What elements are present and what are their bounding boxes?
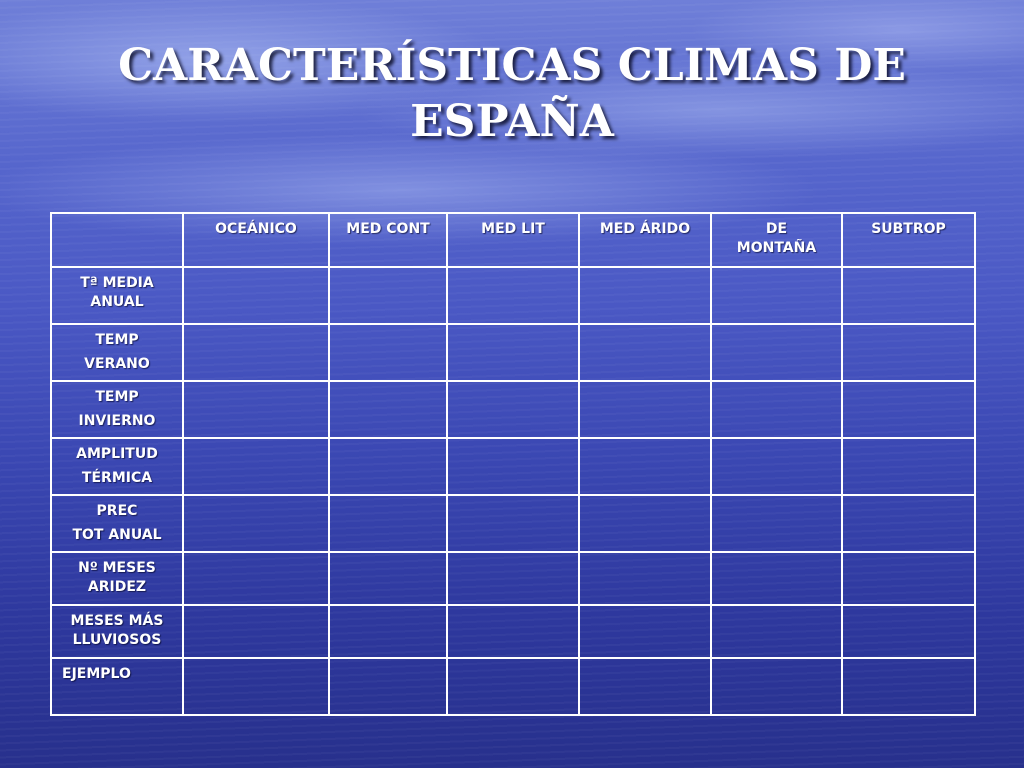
table-cell — [446, 266, 580, 325]
row-header-text: ARIDEZ — [87, 579, 147, 595]
corner-cell — [50, 212, 184, 268]
table-row-ta-media-anual: Tª MEDIA ANUAL — [50, 266, 976, 325]
column-header-med-cont: MED CONT — [328, 212, 448, 268]
table-cell — [841, 657, 976, 716]
table-cell — [841, 604, 976, 659]
table-cell — [578, 551, 712, 606]
table-cell — [446, 494, 580, 553]
row-header-text: VERANO — [84, 356, 150, 372]
row-header-text: Nº MESES — [78, 560, 156, 576]
row-header-text: ANUAL — [90, 294, 144, 310]
table-cell — [328, 380, 448, 439]
table-cell — [446, 437, 580, 496]
column-header-med-arido: MED ÁRIDO — [578, 212, 712, 268]
row-header-text: TOT ANUAL — [72, 527, 162, 543]
table-cell — [446, 657, 580, 716]
table-row-temp-invierno: TEMP INVIERNO — [50, 380, 976, 439]
table-cell — [578, 323, 712, 382]
table-cell — [446, 551, 580, 606]
table-cell — [182, 266, 330, 325]
table-cell — [578, 437, 712, 496]
row-header-temp-invierno: TEMP INVIERNO — [50, 380, 184, 439]
row-header-text: LLUVIOSOS — [72, 632, 162, 648]
column-header-text: MED LIT — [481, 221, 545, 237]
table-cell — [328, 551, 448, 606]
table-cell — [710, 604, 843, 659]
row-header-text: TÉRMICA — [81, 470, 153, 486]
table-cell — [182, 657, 330, 716]
table-row-ejemplo: EJEMPLO — [50, 657, 976, 716]
table-row-temp-verano: TEMP VERANO — [50, 323, 976, 382]
table-row-amplitud-termica: AMPLITUD TÉRMICA — [50, 437, 976, 496]
table-cell — [182, 323, 330, 382]
table-cell — [328, 437, 448, 496]
row-header-text: Tª MEDIA — [80, 275, 154, 291]
table-cell — [446, 380, 580, 439]
row-header-meses-mas-lluviosos: MESES MÁS LLUVIOSOS — [50, 604, 184, 659]
table-cell — [841, 437, 976, 496]
table-cell — [182, 551, 330, 606]
slide-title-line-1: CARACTERÍSTICAS CLIMAS DE — [118, 40, 906, 91]
table-cell — [841, 551, 976, 606]
table-cell — [182, 437, 330, 496]
column-header-oceanico: OCEÁNICO — [182, 212, 330, 268]
column-header-subtrop: SUBTROP — [841, 212, 976, 268]
row-header-temp-verano: TEMP VERANO — [50, 323, 184, 382]
column-header-text: SUBTROP — [871, 221, 946, 237]
table-cell — [446, 323, 580, 382]
climate-characteristics-table: OCEÁNICO MED CONT MED LIT MED ÁRIDO DE M… — [50, 212, 976, 716]
row-header-text: MESES MÁS — [70, 613, 164, 629]
row-header-text: EJEMPLO — [62, 666, 131, 682]
table-cell — [182, 494, 330, 553]
row-header-amplitud-termica: AMPLITUD TÉRMICA — [50, 437, 184, 496]
table-cell — [578, 266, 712, 325]
table-cell — [578, 494, 712, 553]
table-cell — [710, 437, 843, 496]
table-cell — [578, 380, 712, 439]
table-cell — [328, 494, 448, 553]
table-cell — [710, 494, 843, 553]
table-cell — [328, 604, 448, 659]
table-cell — [841, 323, 976, 382]
table-cell — [446, 604, 580, 659]
row-header-text: INVIERNO — [78, 413, 156, 429]
table-row-n-meses-aridez: Nº MESES ARIDEZ — [50, 551, 976, 606]
row-header-prec-tot-anual: PREC TOT ANUAL — [50, 494, 184, 553]
table-cell — [710, 551, 843, 606]
table-cell — [841, 380, 976, 439]
table-cell — [328, 323, 448, 382]
row-header-text: TEMP — [95, 332, 139, 348]
row-header-text: PREC — [96, 503, 138, 519]
table-cell — [841, 494, 976, 553]
column-header-text: MED CONT — [346, 221, 430, 237]
table-cell — [710, 380, 843, 439]
slide-title-line-2: ESPAÑA — [410, 96, 614, 147]
slide-title: CARACTERÍSTICAS CLIMAS DE ESPAÑA — [0, 38, 1024, 150]
table-cell — [710, 657, 843, 716]
row-header-text: TEMP — [95, 389, 139, 405]
column-header-med-lit: MED LIT — [446, 212, 580, 268]
column-header-text: DE — [765, 221, 788, 237]
row-header-n-meses-aridez: Nº MESES ARIDEZ — [50, 551, 184, 606]
table-row-prec-tot-anual: PREC TOT ANUAL — [50, 494, 976, 553]
column-header-text: MONTAÑA — [736, 240, 817, 256]
row-header-ejemplo: EJEMPLO — [50, 657, 184, 716]
table-row-meses-mas-lluviosos: MESES MÁS LLUVIOSOS — [50, 604, 976, 659]
column-header-text: OCEÁNICO — [215, 221, 297, 237]
table-cell — [710, 323, 843, 382]
column-header-text: MED ÁRIDO — [599, 221, 691, 237]
table-cell — [841, 266, 976, 325]
row-header-ta-media-anual: Tª MEDIA ANUAL — [50, 266, 184, 325]
table-cell — [578, 657, 712, 716]
table-cell — [182, 380, 330, 439]
table-cell — [182, 604, 330, 659]
header-row: OCEÁNICO MED CONT MED LIT MED ÁRIDO DE M… — [50, 212, 976, 268]
table-cell — [328, 657, 448, 716]
column-header-de-montana: DE MONTAÑA — [710, 212, 843, 268]
row-header-text: AMPLITUD — [76, 446, 158, 462]
table-cell — [328, 266, 448, 325]
table-cell — [710, 266, 843, 325]
table-cell — [578, 604, 712, 659]
